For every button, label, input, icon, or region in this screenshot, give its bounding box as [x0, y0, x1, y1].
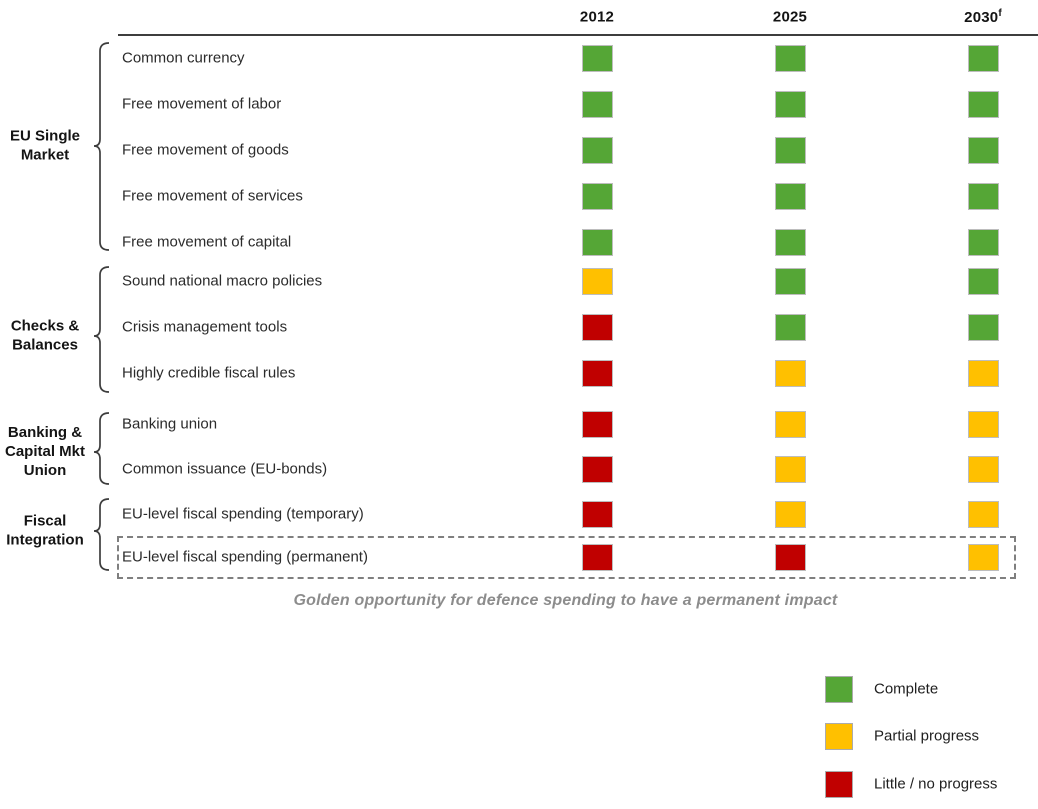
row-label: Highly credible fiscal rules	[122, 364, 296, 382]
legend-swatch-partial	[825, 722, 853, 750]
group-label: Fiscal Integration	[6, 512, 84, 548]
column-header-2030: 2030f	[964, 8, 1002, 26]
status-cell-complete	[967, 44, 999, 72]
legend-label: Complete	[874, 680, 939, 698]
status-cell-partial	[774, 359, 806, 387]
legend-swatch-complete	[825, 675, 853, 703]
status-cell-none	[581, 359, 613, 387]
status-cell-none	[581, 500, 613, 528]
group-bracket	[93, 42, 110, 251]
status-cell-none	[774, 543, 806, 571]
row-label: Crisis management tools	[122, 318, 288, 336]
status-cell-partial	[581, 267, 613, 295]
status-cell-complete	[967, 90, 999, 118]
status-cell-none	[581, 313, 613, 341]
row-label: Common issuance (EU-bonds)	[122, 460, 328, 478]
group-label: EU Single Market	[9, 127, 80, 163]
caption-text: Golden opportunity for defence spending …	[293, 592, 838, 609]
status-cell-none	[581, 455, 613, 483]
status-cell-complete	[774, 182, 806, 210]
legend-label: Partial progress	[874, 727, 980, 745]
status-cell-partial	[967, 543, 999, 571]
group-label: Banking & Capital Mkt Union	[4, 423, 85, 479]
row-label: EU-level fiscal spending (temporary)	[122, 505, 364, 523]
status-cell-partial	[774, 500, 806, 528]
status-cell-complete	[774, 90, 806, 118]
status-cell-complete	[967, 182, 999, 210]
status-cell-complete	[581, 136, 613, 164]
status-cell-complete	[581, 182, 613, 210]
row-label: Free movement of labor	[122, 95, 282, 113]
row-label: Free movement of capital	[122, 233, 292, 251]
row-label: EU-level fiscal spending (permanent)	[122, 548, 368, 566]
status-cell-complete	[967, 228, 999, 256]
column-header-2025: 2025	[772, 8, 808, 26]
status-cell-none	[581, 410, 613, 438]
status-cell-partial	[774, 410, 806, 438]
status-cell-complete	[774, 228, 806, 256]
status-cell-complete	[581, 228, 613, 256]
row-label: Common currency	[122, 49, 245, 67]
status-cell-complete	[967, 136, 999, 164]
legend-label: Little / no progress	[874, 775, 998, 793]
header-divider-line	[118, 34, 1038, 36]
row-label: Sound national macro policies	[122, 272, 323, 290]
status-cell-partial	[967, 500, 999, 528]
status-cell-complete	[774, 267, 806, 295]
group-bracket	[93, 412, 110, 485]
status-cell-complete	[774, 44, 806, 72]
status-cell-partial	[967, 410, 999, 438]
row-label: Banking union	[122, 415, 218, 433]
column-header-2012: 2012	[579, 8, 615, 26]
highlight-box-permanent-row	[117, 536, 1016, 579]
status-cell-complete	[967, 313, 999, 341]
status-cell-partial	[774, 455, 806, 483]
status-cell-partial	[967, 455, 999, 483]
status-cell-partial	[967, 359, 999, 387]
status-cell-complete	[967, 267, 999, 295]
status-cell-none	[581, 543, 613, 571]
legend-swatch-none	[825, 770, 853, 798]
row-label: Free movement of goods	[122, 141, 289, 159]
status-cell-complete	[774, 136, 806, 164]
group-bracket	[93, 498, 110, 571]
row-label: Free movement of services	[122, 187, 303, 205]
group-label: Checks & Balances	[10, 317, 80, 353]
status-cell-complete	[581, 44, 613, 72]
status-cell-complete	[581, 90, 613, 118]
status-cell-complete	[774, 313, 806, 341]
group-bracket	[93, 266, 110, 393]
